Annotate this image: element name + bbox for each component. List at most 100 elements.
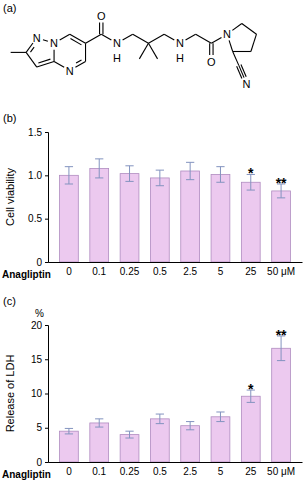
error-cap — [247, 190, 255, 191]
error-bar — [216, 167, 224, 183]
error-line — [190, 422, 191, 430]
y-tick-label: 0 — [36, 257, 42, 268]
atom-label: N — [243, 78, 251, 90]
y-axis: 00.51.01.5 — [28, 127, 48, 268]
x-tick: 50 μM — [267, 462, 295, 477]
y-axis-label: Cell viability — [4, 167, 16, 226]
y-tick-label: 0 — [36, 457, 42, 468]
y-axis-line — [45, 326, 49, 463]
y-tick-mark — [45, 325, 48, 326]
x-tick: 0.5 — [153, 262, 167, 277]
y-tick: 20 — [31, 320, 48, 331]
error-line — [190, 162, 191, 179]
x-tick-label: 0.25 — [120, 466, 140, 477]
bar — [60, 175, 79, 262]
error-cap — [186, 162, 194, 163]
y-tick-label: 5 — [36, 422, 42, 433]
error-line — [99, 159, 100, 178]
y-tick-mark — [45, 359, 48, 360]
error-cap — [247, 402, 255, 403]
bar — [150, 178, 169, 262]
error-line — [159, 414, 160, 424]
error-line — [129, 431, 130, 438]
error-line — [220, 412, 221, 422]
x-axis-label: Anagliptin — [2, 469, 51, 480]
x-tick: 0.25 — [120, 462, 140, 477]
bar — [241, 182, 260, 262]
y-tick-label: 15 — [31, 354, 43, 365]
error-cap — [156, 423, 164, 424]
bond — [164, 34, 174, 40]
y-tick-mark — [45, 394, 48, 395]
error-cap — [186, 421, 194, 422]
bond — [233, 51, 251, 52]
y-tick-mark — [45, 132, 48, 133]
bond — [85, 43, 86, 61]
error-cap — [216, 182, 224, 183]
bar — [272, 348, 291, 462]
error-cap — [95, 177, 103, 178]
error-cap — [95, 418, 103, 419]
error-cap — [125, 181, 133, 182]
atom-label: N — [33, 32, 41, 44]
error-bar — [65, 428, 73, 433]
y-tick: 5 — [36, 422, 48, 433]
y-axis: 0 5 10 15 20 — [31, 320, 49, 468]
y-tick-mark — [45, 219, 48, 220]
error-cap — [125, 438, 133, 439]
bond — [101, 34, 111, 40]
bond — [211, 37, 221, 43]
bond — [251, 34, 257, 51]
bond — [139, 43, 148, 59]
bond — [242, 24, 257, 35]
error-line — [68, 428, 69, 433]
significance-mark: * — [248, 165, 254, 181]
x-axis-line — [49, 462, 303, 463]
y-tick: 10 — [31, 388, 48, 399]
y-tick-mark — [45, 262, 48, 263]
bond — [26, 52, 37, 67]
x-tick-label: 0.1 — [92, 266, 106, 277]
bar — [150, 419, 169, 462]
bond — [43, 40, 48, 42]
bond — [186, 34, 196, 40]
x-tick-label: 25 — [245, 466, 257, 477]
error-cap — [156, 170, 164, 171]
error-cap — [216, 411, 224, 412]
x-tick: 2.5 — [183, 462, 197, 477]
x-tick: 2.5 — [183, 262, 197, 277]
x-tick-label: 0.1 — [92, 466, 106, 477]
x-tick-label: 50 μM — [267, 466, 295, 477]
bars — [60, 336, 291, 462]
bond — [237, 66, 242, 78]
y-tick: 0 — [36, 257, 48, 268]
y-tick: 0.5 — [28, 213, 48, 224]
error-line — [129, 166, 130, 182]
bars — [60, 159, 291, 262]
bar — [90, 423, 109, 462]
bond — [76, 60, 81, 63]
error-cap — [216, 166, 224, 167]
atom-label: N — [113, 37, 121, 49]
error-cap — [156, 414, 164, 415]
bond — [213, 43, 214, 55]
x-tick-label: 0.5 — [153, 466, 167, 477]
error-cap — [277, 197, 285, 198]
error-bar — [65, 167, 73, 184]
x-axis: 00.10.250.52.552550 μM — [49, 262, 303, 277]
bond — [54, 62, 64, 68]
figure: (a)(b)(c)NNNONHNHONN00.51.01.500.10.250.… — [0, 0, 308, 500]
error-line — [220, 167, 221, 183]
x-axis-line — [49, 262, 303, 263]
bar — [181, 171, 200, 262]
bond — [102, 23, 103, 35]
bond — [30, 47, 34, 52]
error-cap — [65, 428, 73, 429]
error-bar — [186, 422, 194, 430]
structure: NNNONHNHONN — [11, 10, 257, 90]
x-axis-label: Anagliptin — [2, 269, 51, 280]
atom-label: O — [97, 10, 106, 22]
x-tick: 0 — [66, 262, 72, 277]
bar — [120, 174, 139, 262]
bar — [181, 426, 200, 462]
